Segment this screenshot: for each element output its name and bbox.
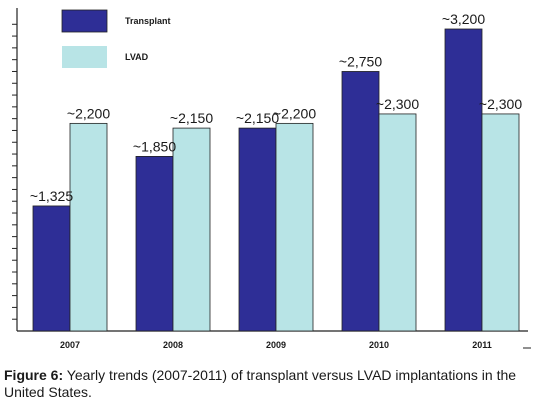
legend-swatch-lvad: [62, 46, 107, 68]
figure-caption: Figure 6: Yearly trends (2007-2011) of t…: [4, 367, 539, 401]
x-tick-label-2007: 2007: [60, 340, 80, 350]
value-label-transplant-2009: ~2,150: [236, 110, 279, 126]
bar-lvad-2007: [69, 122, 108, 332]
value-label-transplant-2011: ~3,200: [442, 11, 485, 27]
bar-transplant-2010: [341, 71, 380, 332]
value-label-lvad-2011: ~2,300: [479, 96, 522, 112]
bar-chart: ~1,325~2,200~1,850~2,150 ~2,150~2,200~2,7…: [12, 8, 531, 350]
bar-transplant-2009: [238, 127, 277, 332]
bar-lvad-2010: [378, 113, 417, 332]
legend-swatch-transplant: [61, 9, 108, 33]
x-tick-label-2011: 2011: [472, 340, 492, 350]
value-label-transplant-2010: ~2,750: [339, 53, 382, 69]
value-label-lvad-2008: ~2,150: [170, 110, 213, 126]
chart-bars: [32, 28, 520, 332]
legend-label-lvad: LVAD: [125, 52, 149, 62]
value-label-lvad-2009: ~2,200: [273, 105, 316, 121]
bar-lvad-2011: [481, 113, 520, 332]
x-tick-label-2008: 2008: [163, 340, 183, 350]
value-label-lvad-2010: ~2,300: [376, 96, 419, 112]
value-label-transplant-2008: ~1,850: [133, 138, 176, 154]
chart-x-labels: 2007 2008 2009 2010 2011: [60, 340, 492, 350]
caption-text: Yearly trends (2007-2011) of transplant …: [4, 367, 517, 400]
caption-label: Figure 6:: [4, 367, 64, 383]
value-label-transplant-2007: ~1,325: [30, 188, 73, 204]
x-tick-label-2010: 2010: [369, 340, 389, 350]
bar-transplant-2007: [32, 205, 71, 332]
bar-transplant-2008: [135, 156, 174, 332]
value-label-lvad-2007: ~2,200: [67, 105, 110, 121]
chart-legend: Transplant LVAD: [61, 9, 171, 68]
bar-lvad-2009: [275, 122, 314, 332]
bar-lvad-2008: [172, 127, 211, 332]
chart-value-labels: ~1,325~2,200~1,850~2,150 ~2,150~2,200~2,7…: [30, 11, 522, 204]
x-tick-label-2009: 2009: [266, 340, 286, 350]
legend-label-transplant: Transplant: [125, 16, 171, 26]
bar-transplant-2011: [444, 28, 483, 332]
